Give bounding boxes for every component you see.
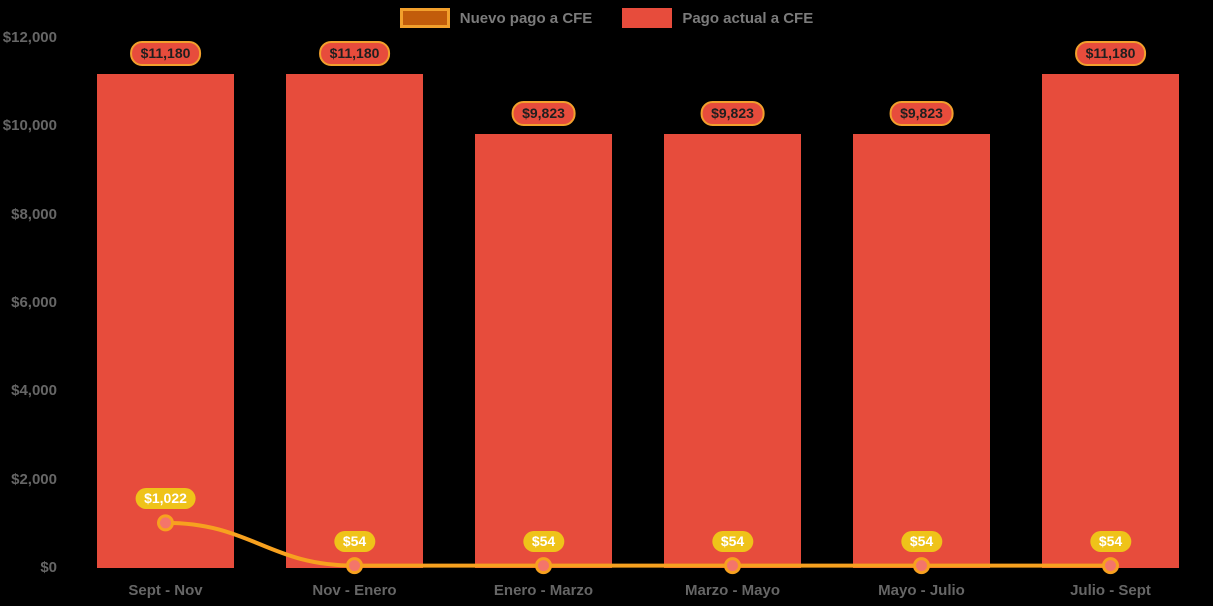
bar-value-label-1: $11,180 bbox=[318, 41, 391, 67]
x-axis-label: Enero - Marzo bbox=[493, 582, 594, 599]
line-value-label-1: $54 bbox=[333, 530, 376, 552]
y-axis-tick-label: $4,000 bbox=[11, 382, 57, 400]
y-axis-tick-label: $6,000 bbox=[11, 294, 57, 311]
legend-label-nuevo-pago: Nuevo pago a CFE bbox=[459, 9, 593, 27]
marker-nuevo-pago-1[interactable] bbox=[346, 557, 363, 575]
marker-nuevo-pago-5[interactable] bbox=[1102, 557, 1119, 575]
marker-nuevo-pago-0[interactable] bbox=[157, 514, 174, 532]
line-value-label-2: $54 bbox=[522, 530, 565, 552]
bar-value-label-4: $9,823 bbox=[889, 101, 954, 127]
bar-value-label-5: $11,180 bbox=[1074, 41, 1147, 67]
marker-nuevo-pago-3[interactable] bbox=[724, 557, 741, 575]
bar-pago-actual-3[interactable] bbox=[664, 134, 801, 568]
x-axis-label: Sept - Nov bbox=[128, 582, 203, 599]
x-axis-label: Mayo - Julio bbox=[878, 582, 965, 599]
marker-nuevo-pago-2[interactable] bbox=[535, 557, 552, 575]
y-axis-tick-label: $12,000 bbox=[2, 29, 57, 46]
x-axis-label: Nov - Enero bbox=[312, 582, 397, 599]
bar-pago-actual-1[interactable] bbox=[286, 74, 423, 568]
y-axis-tick-label: $2,000 bbox=[11, 470, 57, 488]
legend-label-pago-actual: Pago actual a CFE bbox=[682, 9, 814, 27]
legend-swatch-nuevo-pago bbox=[399, 8, 450, 28]
bar-value-label-2: $9,823 bbox=[511, 101, 576, 127]
y-axis-tick-label: $0 bbox=[40, 559, 57, 576]
legend-item-pago-actual[interactable]: Pago actual a CFE bbox=[622, 8, 813, 28]
bar-pago-actual-0[interactable] bbox=[97, 74, 234, 568]
marker-nuevo-pago-4[interactable] bbox=[913, 557, 930, 575]
line-value-label-4: $54 bbox=[900, 530, 943, 552]
bar-pago-actual-5[interactable] bbox=[1042, 74, 1179, 568]
bar-pago-actual-4[interactable] bbox=[853, 134, 990, 568]
line-value-label-0: $1,022 bbox=[135, 487, 196, 509]
series-line-nuevo-pago bbox=[163, 520, 1113, 568]
y-axis-tick-label: $10,000 bbox=[2, 117, 57, 135]
bar-value-label-3: $9,823 bbox=[700, 101, 765, 127]
x-axis-label: Marzo - Mayo bbox=[684, 582, 781, 599]
bar-value-label-0: $11,180 bbox=[129, 41, 202, 67]
legend: Nuevo pago a CFE Pago actual a CFE bbox=[0, 8, 1213, 28]
bar-pago-actual-2[interactable] bbox=[475, 134, 612, 568]
legend-item-nuevo-pago[interactable]: Nuevo pago a CFE bbox=[399, 8, 593, 28]
legend-swatch-pago-actual bbox=[622, 8, 673, 28]
line-value-label-3: $54 bbox=[711, 530, 754, 552]
x-axis-label: Julio - Sept bbox=[1070, 582, 1151, 599]
y-axis-tick-label: $8,000 bbox=[11, 205, 57, 223]
line-value-label-5: $54 bbox=[1089, 530, 1132, 552]
